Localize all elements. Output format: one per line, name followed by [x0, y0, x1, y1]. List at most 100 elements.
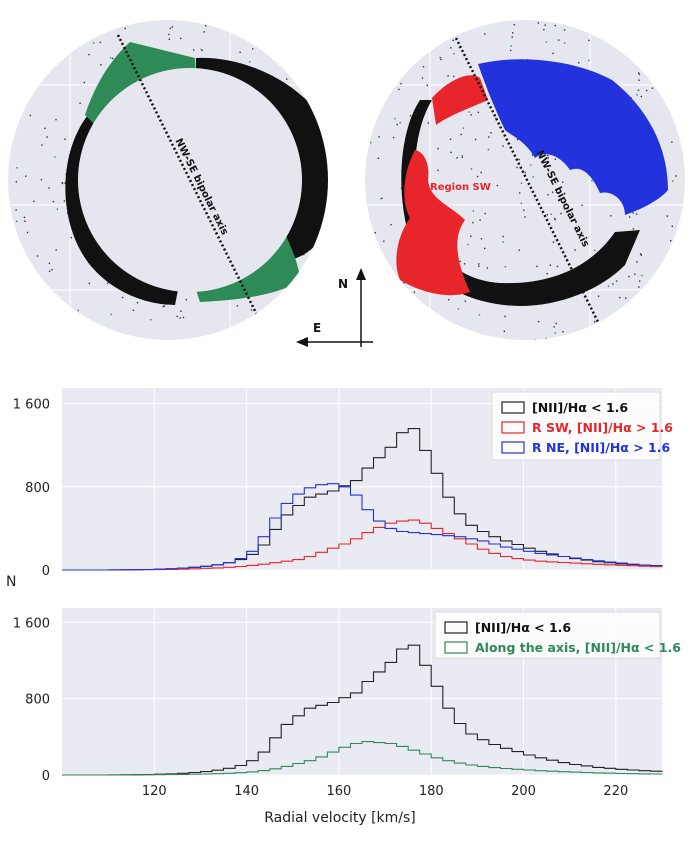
map-speckle-dot [106, 282, 109, 284]
map-speckle-dot [523, 209, 525, 211]
map-right-region-ne-label: Region NE [506, 117, 564, 128]
map-speckle-dot [15, 181, 18, 183]
legend-swatch [501, 421, 525, 434]
map-speckle-dot [588, 59, 590, 62]
shared-y-axis-label: N [6, 574, 16, 590]
map-speckle-dot [403, 282, 405, 284]
map-speckle-dot [672, 180, 674, 182]
map-speckle-dot [437, 147, 439, 150]
map-speckle-dot [109, 57, 112, 59]
map-speckle-dot [124, 27, 126, 30]
map-speckle-dot [111, 57, 114, 60]
map-speckle-dot [461, 156, 463, 159]
map-speckle-dot [615, 280, 618, 282]
map-speckle-dot [628, 275, 630, 278]
map-speckle-dot [503, 330, 505, 333]
map-speckle-dot [460, 133, 462, 136]
map-speckle-dot [470, 235, 472, 237]
x-tick-label: 180 [419, 784, 444, 799]
x-tick-label: 160 [327, 784, 352, 799]
map-speckle-dot [510, 49, 512, 52]
map-speckle-dot [163, 305, 166, 307]
map-speckle-dot [374, 232, 376, 234]
map-speckle-dot [437, 169, 439, 171]
map-speckle-dot [594, 321, 596, 323]
map-speckle-dot [203, 31, 205, 33]
map-speckle-dot [562, 181, 564, 183]
map-speckle-dot [171, 26, 174, 28]
map-speckle-dot [634, 273, 636, 275]
map-speckle-dot [632, 228, 635, 230]
map-speckle-dot [422, 66, 425, 68]
map-speckle-dot [545, 41, 548, 43]
map-speckle-dot [61, 182, 63, 184]
map-speckle-dot [636, 94, 638, 96]
map-speckle-dot [546, 273, 548, 275]
map-right-red-emission-north [432, 75, 488, 125]
legend-label: R SW, [NII]/Hα > 1.6 [532, 420, 673, 435]
map-speckle-dot [439, 56, 441, 59]
map-speckle-dot [632, 212, 634, 214]
map-speckle-dot [200, 48, 202, 51]
map-speckle-dot [79, 102, 81, 104]
map-speckle-dot [450, 151, 452, 154]
map-speckle-dot [558, 39, 560, 41]
map-speckle-dot [675, 175, 677, 177]
legend-swatch [444, 641, 468, 654]
histogram-panel-top: 0 800 1 600 [NII]/Hα < 1.6 R SW, [NII]/Hα > … [13, 388, 673, 579]
map-speckle-dot [574, 227, 577, 229]
map-speckle-dot [495, 117, 497, 119]
y-tick-label: 0 [42, 564, 50, 579]
map-speckle-dot [639, 280, 641, 282]
compass-east-label: E [313, 321, 321, 335]
map-speckle-dot [612, 283, 614, 285]
legend-box [434, 611, 661, 659]
map-speckle-dot [452, 75, 455, 78]
map-speckle-dot [563, 208, 565, 210]
map-speckle-dot [457, 308, 460, 310]
map-speckle-dot [440, 58, 442, 61]
map-speckle-dot [581, 204, 583, 207]
x-axis-label: Radial velocity [km/s] [264, 810, 416, 826]
map-speckle-dot [413, 291, 416, 293]
map-speckle-dot [670, 240, 672, 242]
compass: N E [296, 268, 373, 347]
y-tick-label: 0 [42, 769, 50, 784]
y-tick-label: 1 600 [13, 616, 50, 631]
map-speckle-dot [551, 191, 554, 193]
map-speckle-dot [55, 249, 57, 251]
map-speckle-dot [480, 238, 483, 240]
map-speckle-dot [519, 192, 521, 194]
map-speckle-dot [549, 264, 551, 266]
map-speckle-dot [56, 208, 58, 210]
map-speckle-dot [552, 241, 555, 243]
map-speckle-dot [176, 315, 178, 318]
map-speckle-dot [607, 285, 610, 287]
map-speckle-dot [666, 215, 669, 217]
series-line-2 [62, 483, 663, 571]
map-speckle-dot [534, 339, 537, 340]
map-speckle-dot [562, 331, 564, 333]
map-speckle-dot [529, 164, 532, 166]
map-speckle-dot [554, 217, 556, 220]
histogram-panel-bottom: 0 800 1 600 120 140 160 180 200 220 [NII]/Hα < 1.… [13, 608, 681, 799]
map-speckle-dot [461, 155, 464, 157]
map-speckle-dot [554, 158, 556, 161]
map-speckle-dot [639, 253, 642, 255]
map-speckle-dot [638, 79, 640, 81]
legend-box [491, 391, 661, 461]
map-speckle-dot [236, 305, 239, 307]
map-speckle-dot [520, 182, 523, 184]
map-speckle-dot [16, 167, 18, 169]
map-speckle-dot [23, 216, 26, 218]
map-speckle-dot [575, 221, 577, 224]
map-speckle-dot [15, 209, 17, 211]
compass-north-arrowhead [356, 268, 366, 280]
map-speckle-dot [121, 296, 124, 299]
map-speckle-dot [518, 249, 521, 251]
map-speckle-dot [628, 216, 631, 218]
map-speckle-dot [55, 118, 57, 121]
map-speckle-dot [48, 262, 51, 265]
legend-label: [NII]/Hα < 1.6 [475, 620, 571, 635]
map-speckle-dot [640, 254, 642, 256]
